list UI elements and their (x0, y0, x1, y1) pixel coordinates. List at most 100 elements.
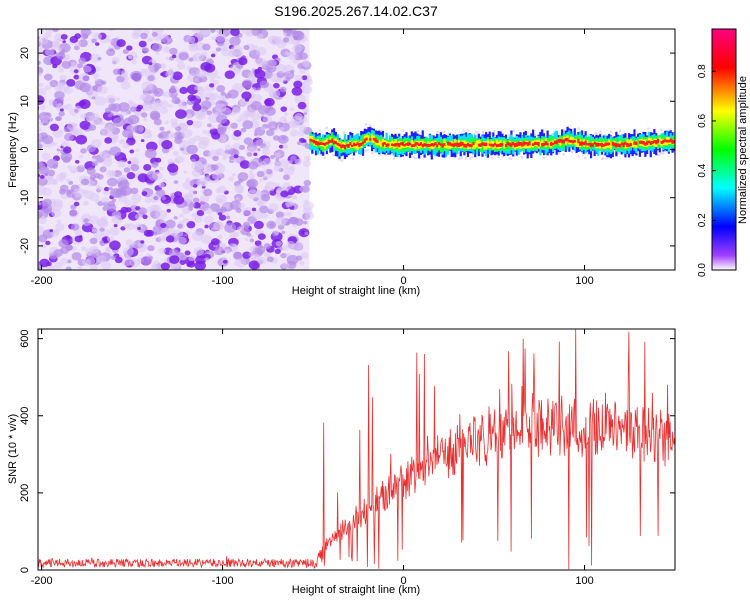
noise-blob (229, 232, 237, 239)
noise-blob (209, 83, 215, 88)
noise-blob (85, 257, 96, 266)
noise-blob (38, 133, 42, 140)
noise-blob (294, 158, 302, 165)
noise-blob (73, 69, 79, 74)
noise-blob (224, 249, 231, 255)
signal-band-cell (501, 143, 504, 146)
noise-blob (75, 134, 88, 145)
signal-band-cell (665, 139, 669, 143)
signal-halo-dot (659, 128, 663, 132)
noise-blob (38, 60, 41, 65)
noise-blob (266, 129, 275, 137)
noise-blob (262, 145, 270, 151)
signal-halo-dot (332, 154, 335, 157)
noise-blob (56, 37, 62, 42)
noise-blob (243, 44, 250, 50)
signal-band-cell (658, 137, 661, 145)
signal-band-cell (573, 139, 576, 143)
noise-blob (28, 155, 36, 162)
colorbar: 0.0 0.2 0.4 0.6 0.8 Normalized spectral ampl… (697, 28, 749, 277)
signal-halo-dot (475, 130, 478, 134)
noise-blob (191, 168, 203, 178)
noise-blob (264, 243, 271, 249)
noise-blob (107, 177, 118, 187)
signal-band-cell (434, 142, 437, 146)
noise-blob (111, 198, 117, 203)
signal-halo-dot (379, 129, 383, 133)
signal-halo-dot (392, 157, 396, 160)
signal-band-cell (660, 140, 663, 144)
signal-band-cell (575, 139, 578, 147)
noise-blob (235, 184, 244, 192)
snr-y-tick-label: 0 (19, 567, 31, 573)
signal-band-cell (624, 141, 627, 145)
noise-blob (274, 161, 280, 166)
spectrogram-y-tick-label: 10 (19, 95, 31, 107)
noise-blob (187, 94, 196, 102)
noise-blob (275, 241, 283, 247)
noise-blob (158, 182, 165, 188)
signal-halo-dot (507, 133, 511, 137)
noise-blob (172, 71, 183, 81)
noise-blob (91, 228, 98, 234)
noise-blob (237, 171, 249, 182)
snr-y-ticks: 0 200 400 600 (19, 329, 675, 573)
noise-blob (184, 250, 191, 256)
signal-band-cell (472, 142, 475, 146)
signal-band-cell (351, 144, 354, 148)
signal-band-cell (347, 143, 350, 149)
noise-blob (116, 39, 126, 48)
signal-band-cell (497, 143, 500, 147)
noise-blob (108, 29, 115, 32)
noise-blob (214, 178, 220, 183)
signal-band-cell (374, 138, 377, 143)
noise-blob (302, 201, 314, 211)
noise-blob (67, 259, 72, 264)
signal-band-cell (600, 143, 604, 148)
noise-blob (217, 212, 222, 216)
signal-halo-dot (601, 157, 604, 161)
noise-blob (304, 211, 315, 220)
noise-blob (275, 183, 280, 187)
noise-blob (91, 96, 96, 100)
noise-blob (69, 61, 77, 68)
noise-blob (99, 166, 107, 173)
signal-band-cell (571, 140, 575, 144)
noise-blob (262, 157, 272, 166)
noise-blob (169, 255, 180, 264)
noise-blob (246, 178, 259, 189)
noise-blob (228, 147, 238, 156)
noise-blob (229, 36, 241, 46)
noise-blob (141, 68, 146, 73)
noise-blob (55, 115, 63, 122)
noise-blob (210, 238, 220, 246)
noise-blob (83, 190, 95, 200)
signal-band-cell (408, 142, 412, 146)
signal-band-cell (673, 140, 675, 144)
signal-band-cell (662, 139, 665, 144)
noise-blob (90, 138, 102, 149)
noise-blob (142, 47, 150, 54)
noise-blob (250, 87, 257, 93)
noise-blob (215, 188, 222, 194)
signal-band-cell (408, 142, 412, 149)
signal-band-cell (530, 141, 533, 148)
signal-halo-dot (512, 129, 515, 132)
noise-blob (110, 255, 117, 260)
noise-blob (215, 33, 226, 43)
noise-blob (79, 120, 91, 130)
signal-band-cell (580, 141, 584, 146)
noise-blob (73, 128, 83, 137)
signal-band-cell (475, 140, 479, 148)
noise-blob (204, 257, 210, 262)
noise-blob (175, 109, 187, 119)
signal-band-cell (667, 139, 670, 143)
spectrogram-x-tick-label: -100 (212, 275, 234, 287)
noise-blob (199, 29, 210, 37)
noise-blob (293, 80, 303, 89)
noise-blob (249, 246, 256, 252)
noise-blob (232, 107, 241, 115)
noise-blob (129, 205, 138, 212)
signal-band-cell (378, 139, 381, 145)
noise-blob (158, 247, 167, 255)
